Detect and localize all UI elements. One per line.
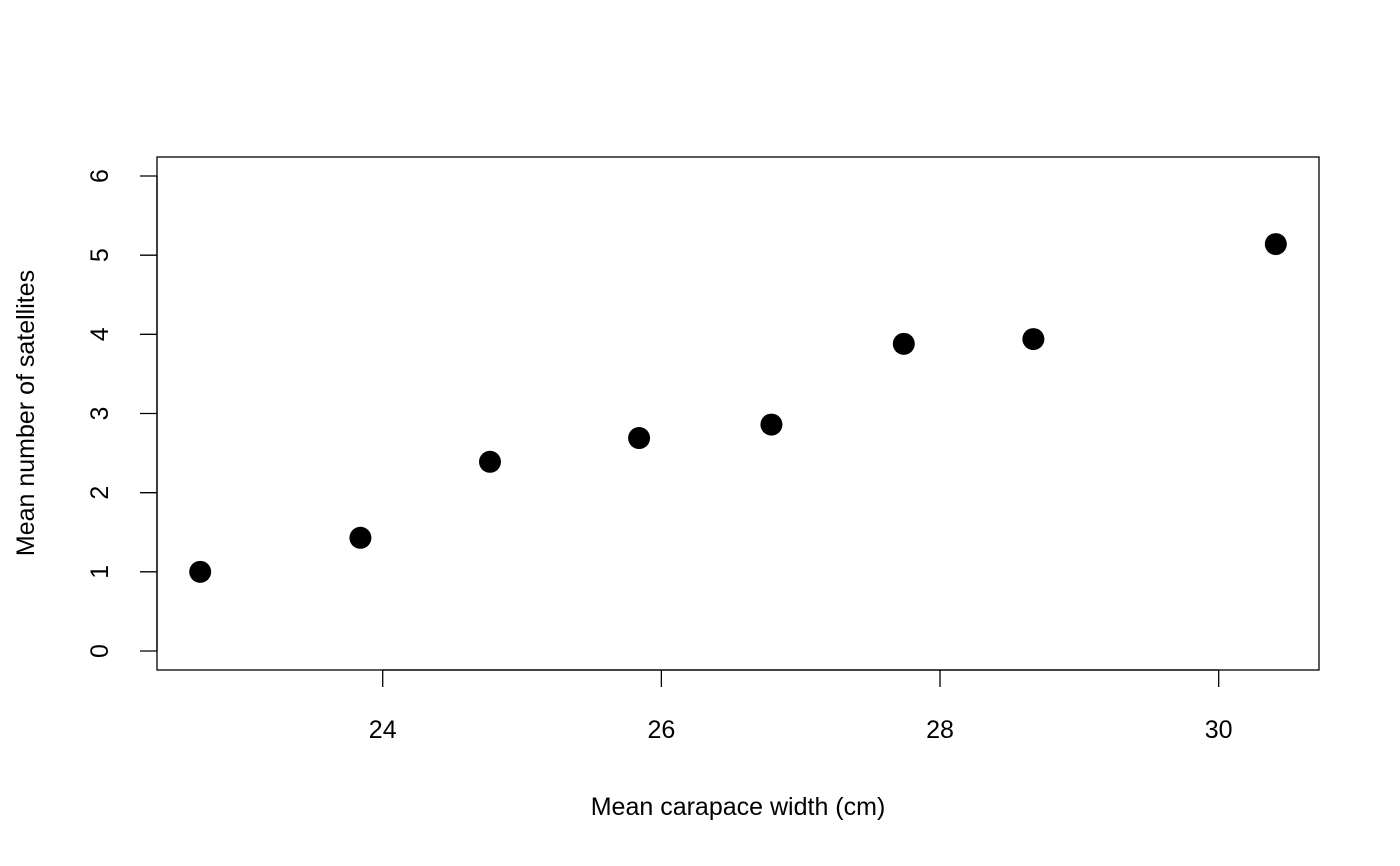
data-point <box>478 450 501 473</box>
y-tick-label: 6 <box>86 169 114 183</box>
data-point <box>349 526 372 549</box>
x-tick-label: 28 <box>926 716 954 744</box>
y-tick-label: 1 <box>86 565 114 579</box>
data-point <box>1264 233 1287 256</box>
x-axis-label: Mean carapace width (cm) <box>591 793 886 821</box>
y-axis-label: Mean number of satellites <box>12 270 40 556</box>
y-tick-label: 4 <box>86 327 114 341</box>
y-tick-label: 0 <box>86 644 114 658</box>
y-tick-label: 5 <box>86 248 114 262</box>
data-point <box>892 332 915 355</box>
plot-frame <box>156 156 1320 671</box>
x-tick-label: 26 <box>647 716 675 744</box>
y-tick-label: 3 <box>86 407 114 421</box>
y-tick-label: 2 <box>86 486 114 500</box>
x-axis: 24 26 28 30 <box>369 669 1233 744</box>
x-tick-label: 30 <box>1205 716 1233 744</box>
x-tick-label: 24 <box>369 716 397 744</box>
data-point <box>628 427 651 450</box>
y-axis: 0 1 2 3 4 5 6 <box>86 169 158 658</box>
data-point <box>760 413 783 436</box>
data-point <box>1022 328 1045 351</box>
data-point <box>189 560 212 583</box>
data-points <box>189 233 1287 583</box>
